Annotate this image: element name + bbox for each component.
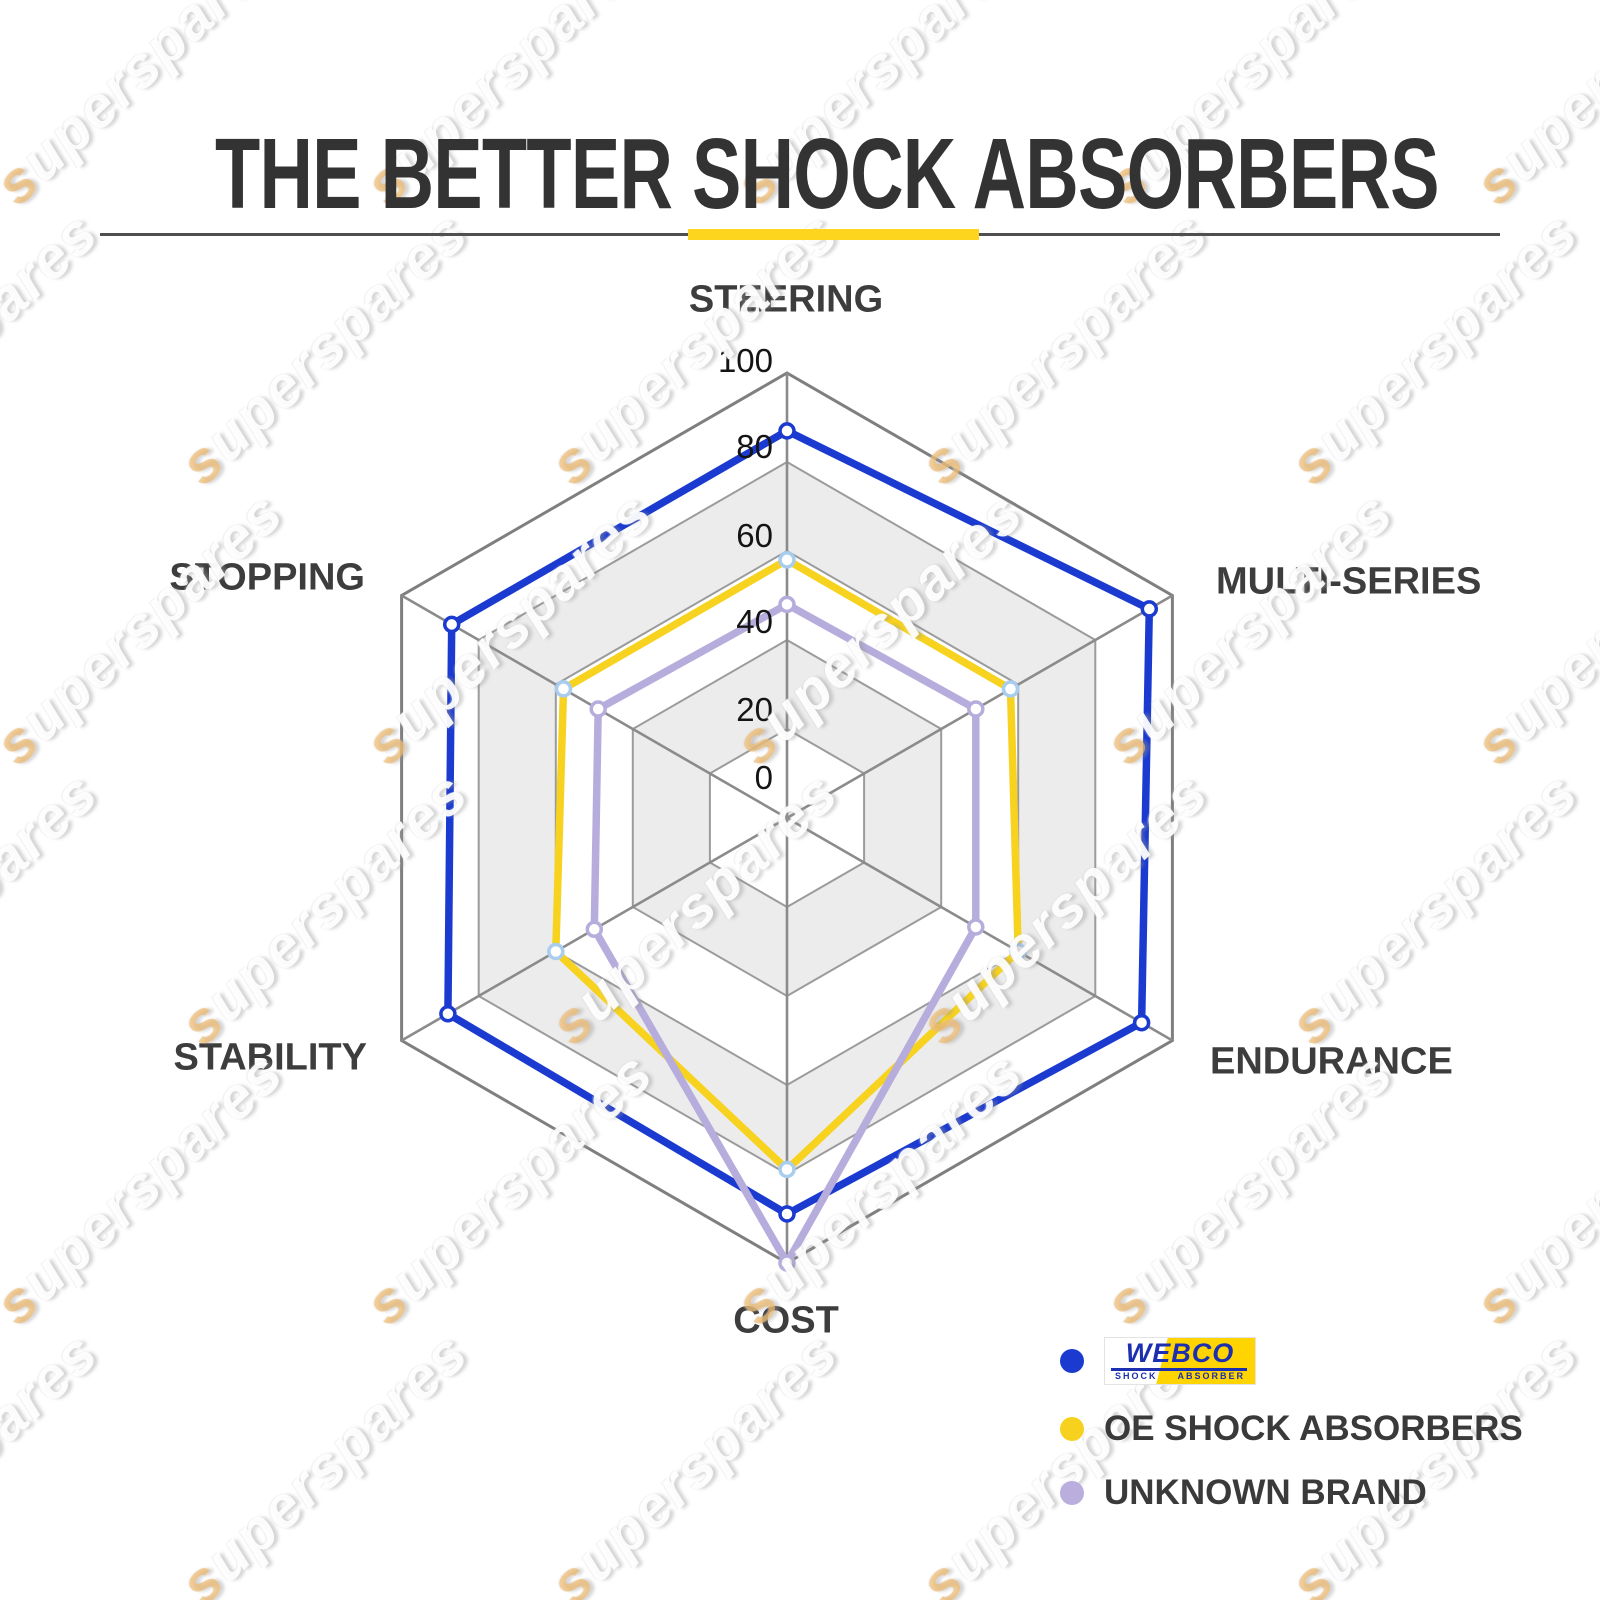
legend-dot-oe <box>1060 1417 1084 1441</box>
series-marker-0 <box>439 1005 457 1023</box>
legend: WEBCO SHOCK ABSORBER OE SHOCK ABSORBERS … <box>1060 1337 1523 1537</box>
axis-label-multi-series: MULTI-SERIES <box>1216 560 1482 603</box>
series-marker-0 <box>1140 600 1159 618</box>
axis-label-stopping: STOPPING <box>169 556 365 599</box>
webco-logo: WEBCO SHOCK ABSORBER <box>1104 1337 1256 1385</box>
legend-label-oe: OE SHOCK ABSORBERS <box>1104 1409 1523 1448</box>
webco-logo-sub-left: SHOCK <box>1114 1371 1158 1381</box>
series-marker-2 <box>967 700 985 718</box>
series-marker-2 <box>967 918 985 936</box>
webco-logo-underline <box>1111 1368 1247 1371</box>
webco-logo-sub-right: ABSORBER <box>1177 1371 1245 1381</box>
tick-label-100: 100 <box>717 342 773 379</box>
series-marker-2 <box>778 595 796 614</box>
tick-label-40: 40 <box>736 603 773 640</box>
series-marker-1 <box>547 942 565 961</box>
series-marker-0 <box>778 422 796 440</box>
legend-item-unknown: UNKNOWN BRAND <box>1060 1473 1523 1513</box>
tick-label-0: 0 <box>754 759 773 796</box>
axis-label-stability: STABILITY <box>173 1036 367 1079</box>
series-marker-1 <box>778 551 796 569</box>
series-marker-1 <box>1009 942 1027 961</box>
series-marker-1 <box>554 680 573 698</box>
webco-logo-subtitle: SHOCK ABSORBER <box>1105 1371 1255 1381</box>
series-marker-0 <box>778 1205 796 1223</box>
tick-label-60: 60 <box>736 517 773 554</box>
legend-label-unknown: UNKNOWN BRAND <box>1104 1473 1427 1512</box>
legend-item-webco: WEBCO SHOCK ABSORBER <box>1060 1337 1523 1385</box>
series-marker-2 <box>778 1254 796 1272</box>
page-title: THE BETTER SHOCK ABSORBERS <box>214 118 1440 230</box>
tick-label-20: 20 <box>736 691 773 728</box>
title-divider-accent <box>688 229 979 240</box>
legend-dot-webco <box>1060 1349 1084 1373</box>
axis-label-endurance: ENDURANCE <box>1210 1040 1453 1083</box>
series-marker-2 <box>589 700 607 718</box>
series-marker-0 <box>442 615 461 634</box>
series-marker-2 <box>585 920 604 939</box>
legend-item-oe: OE SHOCK ABSORBERS <box>1060 1409 1523 1449</box>
series-marker-0 <box>1132 1013 1151 1032</box>
series-marker-1 <box>778 1160 796 1179</box>
axis-label-cost: COST <box>733 1299 839 1342</box>
webco-logo-brand: WEBCO <box>1125 1338 1235 1368</box>
tick-label-80: 80 <box>736 428 773 465</box>
series-marker-1 <box>1001 680 1020 698</box>
axis-label-steering: STEERING <box>688 278 884 321</box>
legend-dot-unknown <box>1060 1481 1084 1505</box>
